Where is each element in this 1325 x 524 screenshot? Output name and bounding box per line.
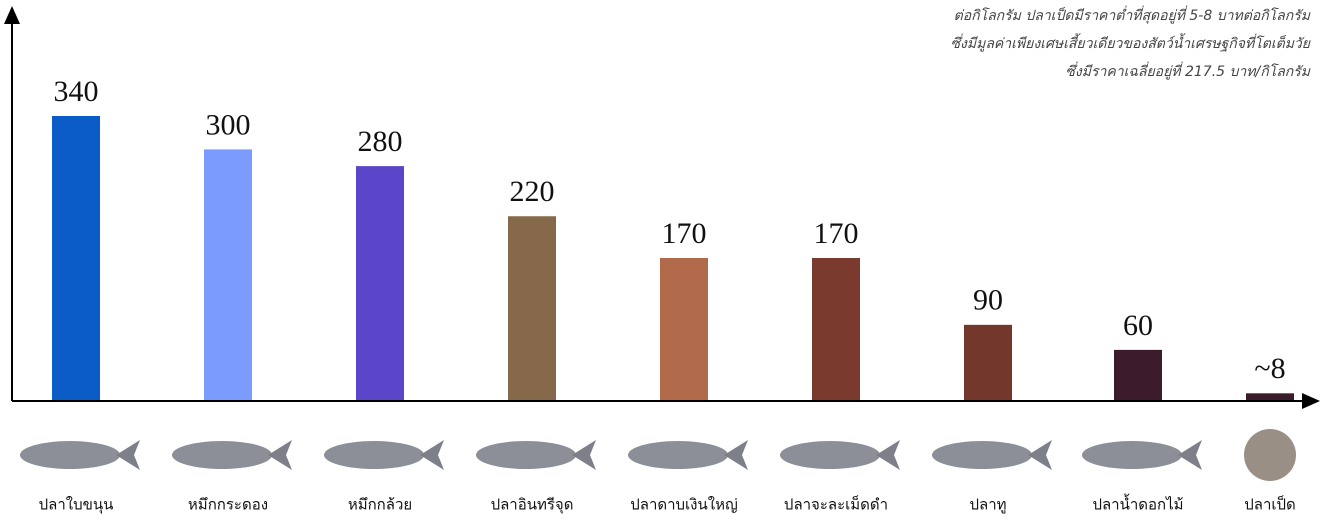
value-label: 300	[206, 108, 251, 141]
value-label: 340	[54, 75, 99, 108]
illustration	[1178, 440, 1202, 470]
x-tick-label: หมึกกระดอง	[188, 496, 268, 514]
value-label: 90	[973, 284, 1003, 317]
bar	[1114, 350, 1162, 400]
illustration	[420, 440, 444, 470]
illustration	[1082, 441, 1182, 469]
x-tick-label: ปลาดาบเงินใหญ่	[630, 496, 738, 514]
bar	[52, 116, 100, 400]
bar	[204, 149, 252, 400]
x-tick-label: ปลาทู	[969, 496, 1006, 514]
illustration	[268, 440, 292, 470]
value-label: 170	[814, 217, 859, 250]
annotation: ต่อกิโลกรัม ปลาเป็ดมีราคาต่ำที่สุดอยู่ที…	[954, 5, 1311, 24]
illustration	[116, 440, 140, 470]
value-label: 60	[1123, 309, 1153, 342]
illustration	[324, 441, 424, 469]
bar	[508, 216, 556, 400]
bar	[660, 258, 708, 400]
value-label: 170	[662, 217, 707, 250]
illustration	[628, 441, 728, 469]
illustration	[1244, 429, 1296, 481]
annotation: ซึ่งมีมูลค่าเพียงเศษเสี้ยวเดียวของสัตว์น…	[951, 33, 1311, 52]
value-label: 220	[510, 175, 555, 208]
illustration	[172, 441, 272, 469]
bar	[356, 166, 404, 400]
illustration	[780, 441, 880, 469]
x-tick-label: ปลาน้ำดอกไม้	[1092, 494, 1183, 514]
value-label: 280	[358, 125, 403, 158]
chart: ต่อกิโลกรัม ปลาเป็ดมีราคาต่ำที่สุดอยู่ที…	[0, 0, 1325, 524]
bar	[812, 258, 860, 400]
x-tick-label: ปลาเป็ด	[1244, 495, 1296, 514]
illustration	[572, 440, 596, 470]
x-tick-label: ปลาอินทรีจุด	[491, 496, 574, 515]
bar	[964, 325, 1012, 400]
illustration	[476, 441, 576, 469]
value-label: ~8	[1254, 352, 1285, 385]
illustration	[724, 440, 748, 470]
illustration	[1028, 440, 1052, 470]
illustration	[876, 440, 900, 470]
x-tick-label: ปลาจะละเม็ดดำ	[784, 495, 888, 514]
bar	[1246, 393, 1294, 400]
x-tick-label: หมึกกล้วย	[348, 496, 412, 514]
annotation: ซึ่งมีราคาเฉลี่ยอยู่ที่ 217.5 บาท/กิโลกร…	[1065, 61, 1310, 80]
illustration	[20, 441, 120, 469]
x-tick-label: ปลาใบขนุน	[39, 496, 114, 515]
illustration	[932, 441, 1032, 469]
